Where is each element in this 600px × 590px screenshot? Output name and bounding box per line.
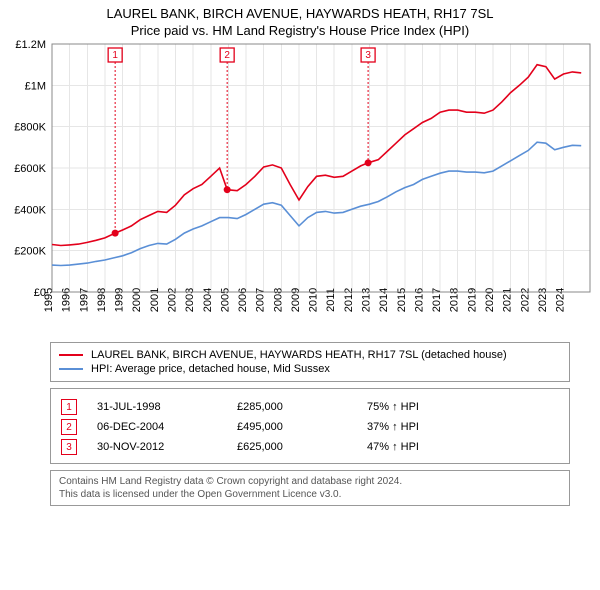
svg-text:2002: 2002 (166, 288, 178, 312)
svg-text:2009: 2009 (290, 288, 302, 312)
chart-svg: £0£200K£400K£600K£800K£1M£1.2M1995199619… (0, 38, 600, 338)
event-row: 1 31-JUL-1998£285,00075% ↑ HPI (61, 399, 559, 415)
event-price: £285,000 (237, 401, 367, 413)
svg-text:2: 2 (224, 50, 230, 61)
event-row: 2 06-DEC-2004£495,00037% ↑ HPI (61, 419, 559, 435)
svg-text:1997: 1997 (78, 288, 90, 312)
chart-titles: LAUREL BANK, BIRCH AVENUE, HAYWARDS HEAT… (0, 0, 600, 38)
legend-label: HPI: Average price, detached house, Mid … (91, 363, 330, 375)
svg-text:2004: 2004 (202, 288, 214, 312)
svg-text:2022: 2022 (519, 288, 531, 312)
event-marker-box: 2 (61, 419, 77, 435)
svg-text:2024: 2024 (555, 288, 567, 312)
svg-text:1996: 1996 (61, 288, 73, 312)
legend-row: HPI: Average price, detached house, Mid … (59, 363, 561, 375)
event-date: 30-NOV-2012 (97, 441, 237, 453)
event-date: 31-JUL-1998 (97, 401, 237, 413)
svg-text:£400K: £400K (14, 204, 46, 216)
legend: LAUREL BANK, BIRCH AVENUE, HAYWARDS HEAT… (50, 342, 570, 382)
svg-text:2017: 2017 (431, 288, 443, 312)
svg-text:2000: 2000 (131, 288, 143, 312)
svg-text:2005: 2005 (219, 288, 231, 312)
event-price: £495,000 (237, 421, 367, 433)
svg-text:£1M: £1M (25, 80, 46, 92)
svg-text:2021: 2021 (502, 288, 514, 312)
svg-text:2003: 2003 (184, 288, 196, 312)
svg-text:2020: 2020 (484, 288, 496, 312)
svg-text:2012: 2012 (343, 288, 355, 312)
legend-label: LAUREL BANK, BIRCH AVENUE, HAYWARDS HEAT… (91, 349, 507, 361)
footer: Contains HM Land Registry data © Crown c… (50, 470, 570, 506)
svg-text:2008: 2008 (272, 288, 284, 312)
svg-text:2016: 2016 (413, 288, 425, 312)
chart-subtitle: Price paid vs. HM Land Registry's House … (0, 23, 600, 38)
svg-text:2001: 2001 (149, 288, 161, 312)
event-marker-box: 3 (61, 439, 77, 455)
svg-text:£200K: £200K (14, 246, 46, 258)
svg-text:2014: 2014 (378, 288, 390, 312)
chart-title: LAUREL BANK, BIRCH AVENUE, HAYWARDS HEAT… (0, 6, 600, 21)
svg-text:2019: 2019 (466, 288, 478, 312)
svg-text:2006: 2006 (237, 288, 249, 312)
svg-text:2018: 2018 (449, 288, 461, 312)
svg-text:£800K: £800K (14, 122, 46, 134)
event-delta: 37% ↑ HPI (367, 421, 419, 433)
legend-swatch (59, 354, 83, 356)
footer-line1: Contains HM Land Registry data © Crown c… (59, 475, 561, 488)
events-table: 1 31-JUL-1998£285,00075% ↑ HPI 2 06-DEC-200… (50, 388, 570, 464)
svg-text:2010: 2010 (308, 288, 320, 312)
event-date: 06-DEC-2004 (97, 421, 237, 433)
svg-text:1998: 1998 (96, 288, 108, 312)
chart-area: £0£200K£400K£600K£800K£1M£1.2M1995199619… (0, 38, 600, 338)
legend-swatch (59, 368, 83, 370)
event-row: 3 30-NOV-2012£625,00047% ↑ HPI (61, 439, 559, 455)
svg-text:2013: 2013 (361, 288, 373, 312)
svg-text:1: 1 (112, 50, 118, 61)
svg-text:2007: 2007 (255, 288, 267, 312)
event-delta: 75% ↑ HPI (367, 401, 419, 413)
svg-text:2015: 2015 (396, 288, 408, 312)
event-delta: 47% ↑ HPI (367, 441, 419, 453)
svg-text:1995: 1995 (43, 288, 55, 312)
svg-text:2023: 2023 (537, 288, 549, 312)
svg-text:£1.2M: £1.2M (15, 39, 46, 51)
legend-row: LAUREL BANK, BIRCH AVENUE, HAYWARDS HEAT… (59, 349, 561, 361)
svg-text:3: 3 (365, 50, 371, 61)
svg-text:1999: 1999 (114, 288, 126, 312)
event-marker-box: 1 (61, 399, 77, 415)
footer-line2: This data is licensed under the Open Gov… (59, 488, 561, 501)
svg-text:£600K: £600K (14, 163, 46, 175)
event-price: £625,000 (237, 441, 367, 453)
